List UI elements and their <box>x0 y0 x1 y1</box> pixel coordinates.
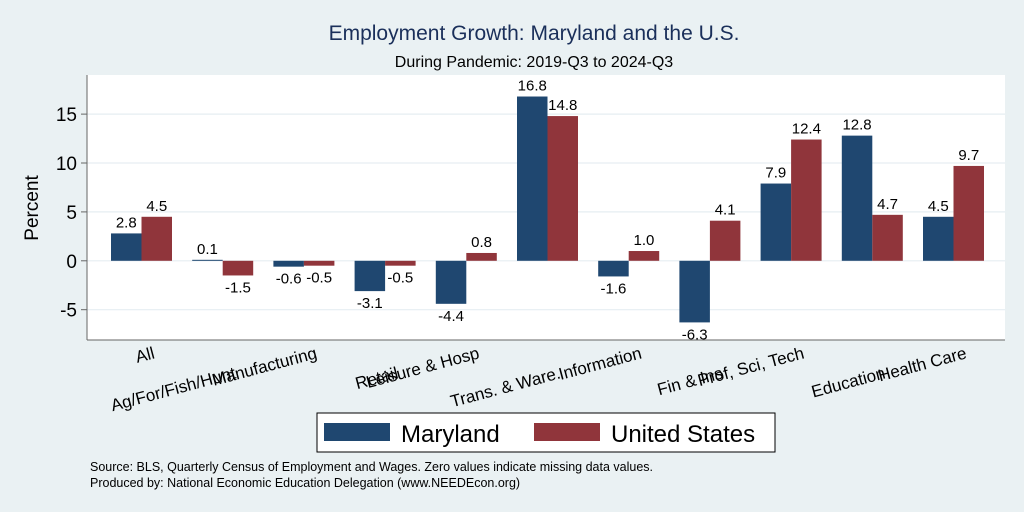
data-label: 4.5 <box>928 198 949 215</box>
legend-swatch-united-states <box>534 423 600 441</box>
legend-label-maryland: Maryland <box>401 421 500 448</box>
bar-maryland <box>273 260 304 267</box>
bar-maryland <box>192 259 223 261</box>
data-label: 2.8 <box>116 214 137 231</box>
data-label: -3.1 <box>357 295 383 312</box>
bar-united-states <box>628 251 660 261</box>
y-tick-label: 5 <box>66 203 77 224</box>
data-label: -6.3 <box>682 326 708 343</box>
y-tick-label: -5 <box>60 301 77 322</box>
legend: Maryland United States <box>316 412 776 453</box>
bar-maryland <box>598 260 629 277</box>
bar-united-states <box>466 252 497 261</box>
data-label: 4.7 <box>877 196 898 213</box>
x-tick-label: Manufacturing <box>210 344 319 390</box>
data-label: -0.5 <box>387 270 413 287</box>
data-label: 0.1 <box>197 241 218 258</box>
y-ticks: -5 0 5 10 15 <box>56 105 87 322</box>
bar-united-states <box>547 116 578 261</box>
bar-maryland <box>841 135 873 261</box>
data-label: 0.8 <box>471 234 492 251</box>
bar-united-states <box>222 260 254 276</box>
bar-maryland <box>111 233 142 261</box>
legend-swatch-maryland <box>324 423 390 441</box>
data-label: 16.8 <box>518 78 547 95</box>
data-label: 7.9 <box>765 165 786 182</box>
data-label: -0.6 <box>276 271 302 288</box>
data-label: 1.0 <box>634 232 655 249</box>
bar-united-states <box>872 214 903 261</box>
bar-maryland <box>760 183 792 261</box>
bar-united-states <box>141 216 172 261</box>
data-label: -1.5 <box>225 279 251 296</box>
y-tick-label: 0 <box>66 252 77 273</box>
data-label: 12.4 <box>792 121 821 138</box>
bar-united-states <box>791 139 822 261</box>
chart-subtitle: During Pandemic: 2019-Q3 to 2024-Q3 <box>395 54 673 71</box>
bar-maryland <box>679 260 710 323</box>
y-tick-label: 10 <box>56 154 77 175</box>
data-label: 12.8 <box>842 117 871 134</box>
data-label: 4.1 <box>715 202 736 219</box>
bar-maryland <box>435 260 467 304</box>
y-tick-label: 15 <box>56 105 77 126</box>
bar-maryland <box>354 260 386 292</box>
source-note: Source: BLS, Quarterly Census of Employm… <box>90 460 653 474</box>
bar-united-states <box>385 260 416 266</box>
x-tick-label: Information <box>557 344 644 384</box>
data-label: -4.4 <box>438 308 464 325</box>
y-axis-label: Percent <box>22 175 43 241</box>
chart-title: Employment Growth: Maryland and the U.S. <box>329 22 740 45</box>
x-tick-label: Trans. & Ware. <box>448 364 562 412</box>
x-tick-label: All <box>133 344 156 367</box>
data-label: 4.5 <box>146 198 167 215</box>
data-label: -0.5 <box>306 270 332 287</box>
bar-maryland <box>517 96 548 261</box>
bar-united-states <box>303 260 335 266</box>
x-tick-label: Prof, Sci, Tech <box>696 344 806 391</box>
data-label: 9.7 <box>958 147 979 164</box>
bar-maryland <box>923 216 954 261</box>
x-tick-label: Health Care <box>876 344 969 386</box>
produced-by-note: Produced by: National Economic Education… <box>90 476 520 490</box>
bar-united-states <box>709 220 741 261</box>
bars <box>111 96 984 323</box>
data-label: -1.6 <box>601 280 627 297</box>
legend-label-united-states: United States <box>611 421 755 448</box>
bar-united-states <box>953 165 984 261</box>
data-labels: 2.84.50.1-1.5-0.6 -0.5-3.1-0.5-4.40.816.8… <box>116 78 979 344</box>
data-label: 14.8 <box>548 97 577 114</box>
